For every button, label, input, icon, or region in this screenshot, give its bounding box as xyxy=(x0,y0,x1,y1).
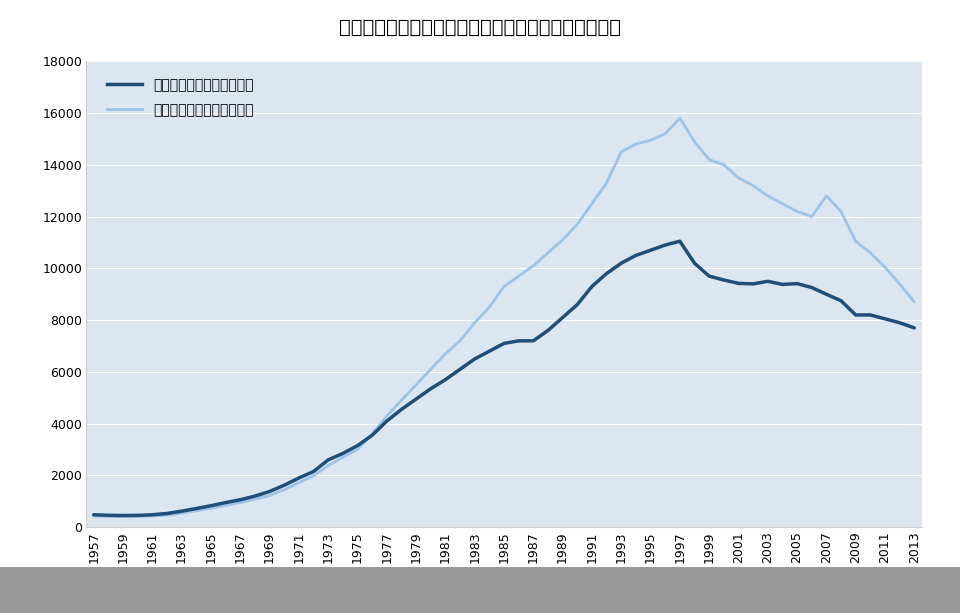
Text: 書籍・雑誌の売り上げ推移（出版科学研究所による）: 書籍・雑誌の売り上げ推移（出版科学研究所による） xyxy=(339,18,621,37)
Legend: 書籍推定販売金額（億円）, 雑誌推定販売金額（億円）: 書籍推定販売金額（億円）, 雑誌推定販売金額（億円） xyxy=(102,73,259,123)
